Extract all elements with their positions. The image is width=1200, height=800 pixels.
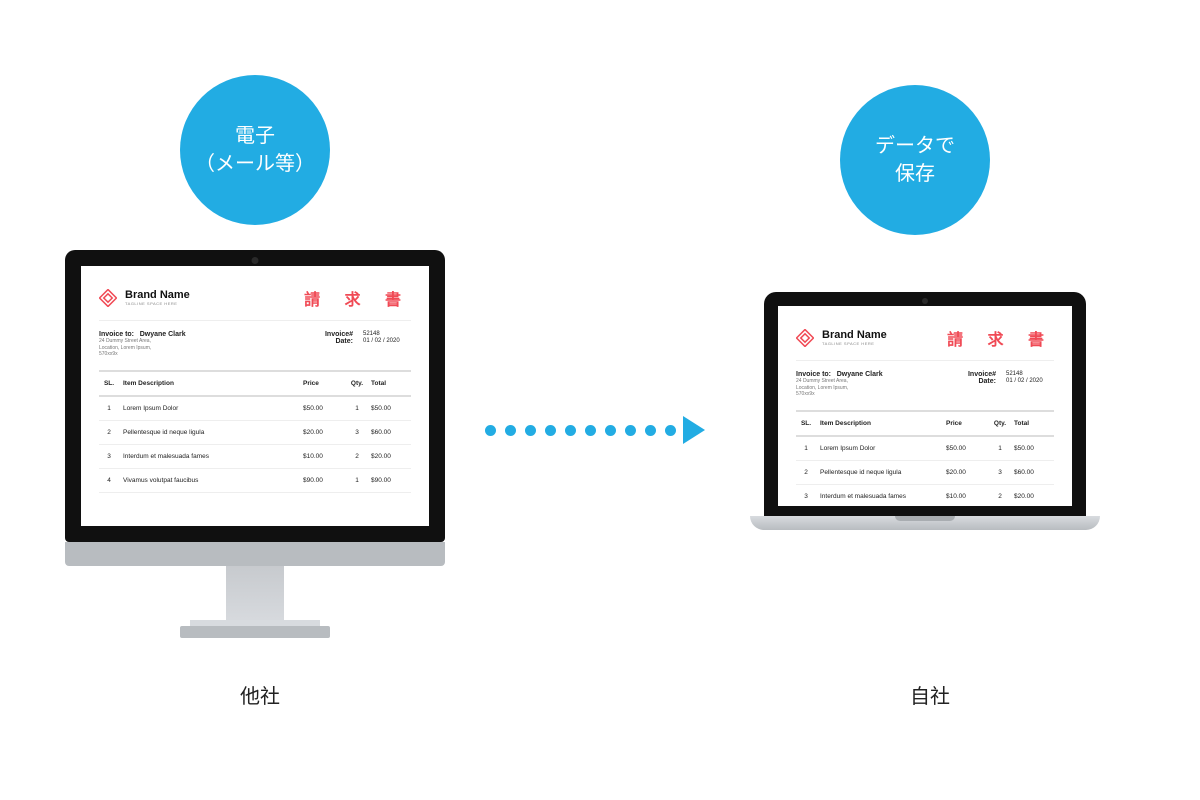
desktop-monitor: Brand NameTAGLINE SPACE HERE 請 求 書 Invoice… [65,250,445,638]
arrow-dot [505,425,516,436]
laptop: Brand NameTAGLINE SPACE HERE 請 求 書 Invoice… [750,292,1100,530]
invoice-meta-right: Invoice#52148Date:01 / 02 / 2020 [968,371,1054,398]
invoice-header: Brand NameTAGLINE SPACE HERE 請 求 書 [796,320,1054,361]
invoice-table-row: 4Vivamus volutpat faucibus$90.001$90.00 [99,469,411,493]
invoice-document: Brand NameTAGLINE SPACE HERE 請 求 書 Invoice… [81,266,429,493]
bill-to-address: 24 Dummy Street Area,Location, Lorem Ips… [796,378,883,398]
badge-line2: 保存 [875,160,955,188]
bill-to-address: 24 Dummy Street Area,Location, Lorem Ips… [99,338,186,358]
monitor-stand-neck [226,566,284,626]
invoice-title: 請 求 書 [947,326,1054,350]
diagram-canvas: 電子 （メール等） データで 保存 Brand NameTAGLINE SPAC… [0,0,1200,800]
brand-tagline: TAGLINE SPACE HERE [125,301,190,306]
badge-line2: （メール等） [195,150,315,178]
bill-to: Invoice to: Dwyane Clark24 Dummy Street … [99,331,186,358]
monitor-screen: Brand NameTAGLINE SPACE HERE 請 求 書 Invoice… [81,266,429,526]
badge-line1: 電子 [195,122,315,150]
invoice-meta: Invoice to: Dwyane Clark24 Dummy Street … [99,321,411,370]
arrow-dot [625,425,636,436]
brand: Brand NameTAGLINE SPACE HERE [99,289,190,307]
invoice-title: 請 求 書 [304,286,411,310]
arrow-dot [545,425,556,436]
monitor-chin [65,542,445,566]
invoice-table-row: 2Pellentesque id neque ligula$20.003$60.… [99,421,411,445]
brand: Brand NameTAGLINE SPACE HERE [796,329,887,347]
brand-name: Brand Name [125,290,190,301]
monitor-stand-base [180,626,330,638]
brand-logo-icon [99,289,117,307]
arrow-dot [565,425,576,436]
invoice-document: Brand NameTAGLINE SPACE HERE 請 求 書 Invoice… [778,306,1072,506]
brand-tagline: TAGLINE SPACE HERE [822,341,887,346]
laptop-screen: Brand NameTAGLINE SPACE HERE 請 求 書 Invoice… [778,306,1072,506]
brand-name: Brand Name [822,330,887,341]
badge-electronic: 電子 （メール等） [180,75,330,225]
arrow-head-icon [683,416,705,444]
invoice-meta-right: Invoice#52148Date:01 / 02 / 2020 [325,331,411,358]
invoice-table-row: 2Pellentesque id neque ligula$20.003$60.… [796,461,1054,485]
invoice-table-row: 3Interdum et malesuada fames$10.002$20.0… [796,485,1054,507]
badge-data-store: データで 保存 [840,85,990,235]
invoice-table-row: 1Lorem Ipsum Dolor$50.001$50.00 [99,397,411,421]
invoice-header: Brand NameTAGLINE SPACE HERE 請 求 書 [99,280,411,321]
badge-line1: データで [875,132,955,160]
invoice-table-row: 1Lorem Ipsum Dolor$50.001$50.00 [796,437,1054,461]
camera-icon [922,298,928,304]
brand-logo-icon [796,329,814,347]
invoice-table-row: 3Interdum et malesuada fames$10.002$20.0… [99,445,411,469]
arrow-dot [585,425,596,436]
invoice-meta: Invoice to: Dwyane Clark24 Dummy Street … [796,361,1054,410]
arrow-dot [525,425,536,436]
laptop-base [750,516,1100,530]
bill-to: Invoice to: Dwyane Clark24 Dummy Street … [796,371,883,398]
invoice-table-header: SL.Item DescriptionPriceQty.Total [796,410,1054,437]
arrow-dot [645,425,656,436]
flow-arrow [485,420,725,440]
arrow-dot [605,425,616,436]
caption-own-company: 自社 [870,680,990,709]
invoice-table-header: SL.Item DescriptionPriceQty.Total [99,370,411,397]
arrow-dot [665,425,676,436]
camera-icon [252,257,259,264]
laptop-bezel: Brand NameTAGLINE SPACE HERE 請 求 書 Invoice… [764,292,1086,516]
arrow-dot [485,425,496,436]
caption-other-company: 他社 [200,680,320,709]
monitor-bezel: Brand NameTAGLINE SPACE HERE 請 求 書 Invoice… [65,250,445,542]
